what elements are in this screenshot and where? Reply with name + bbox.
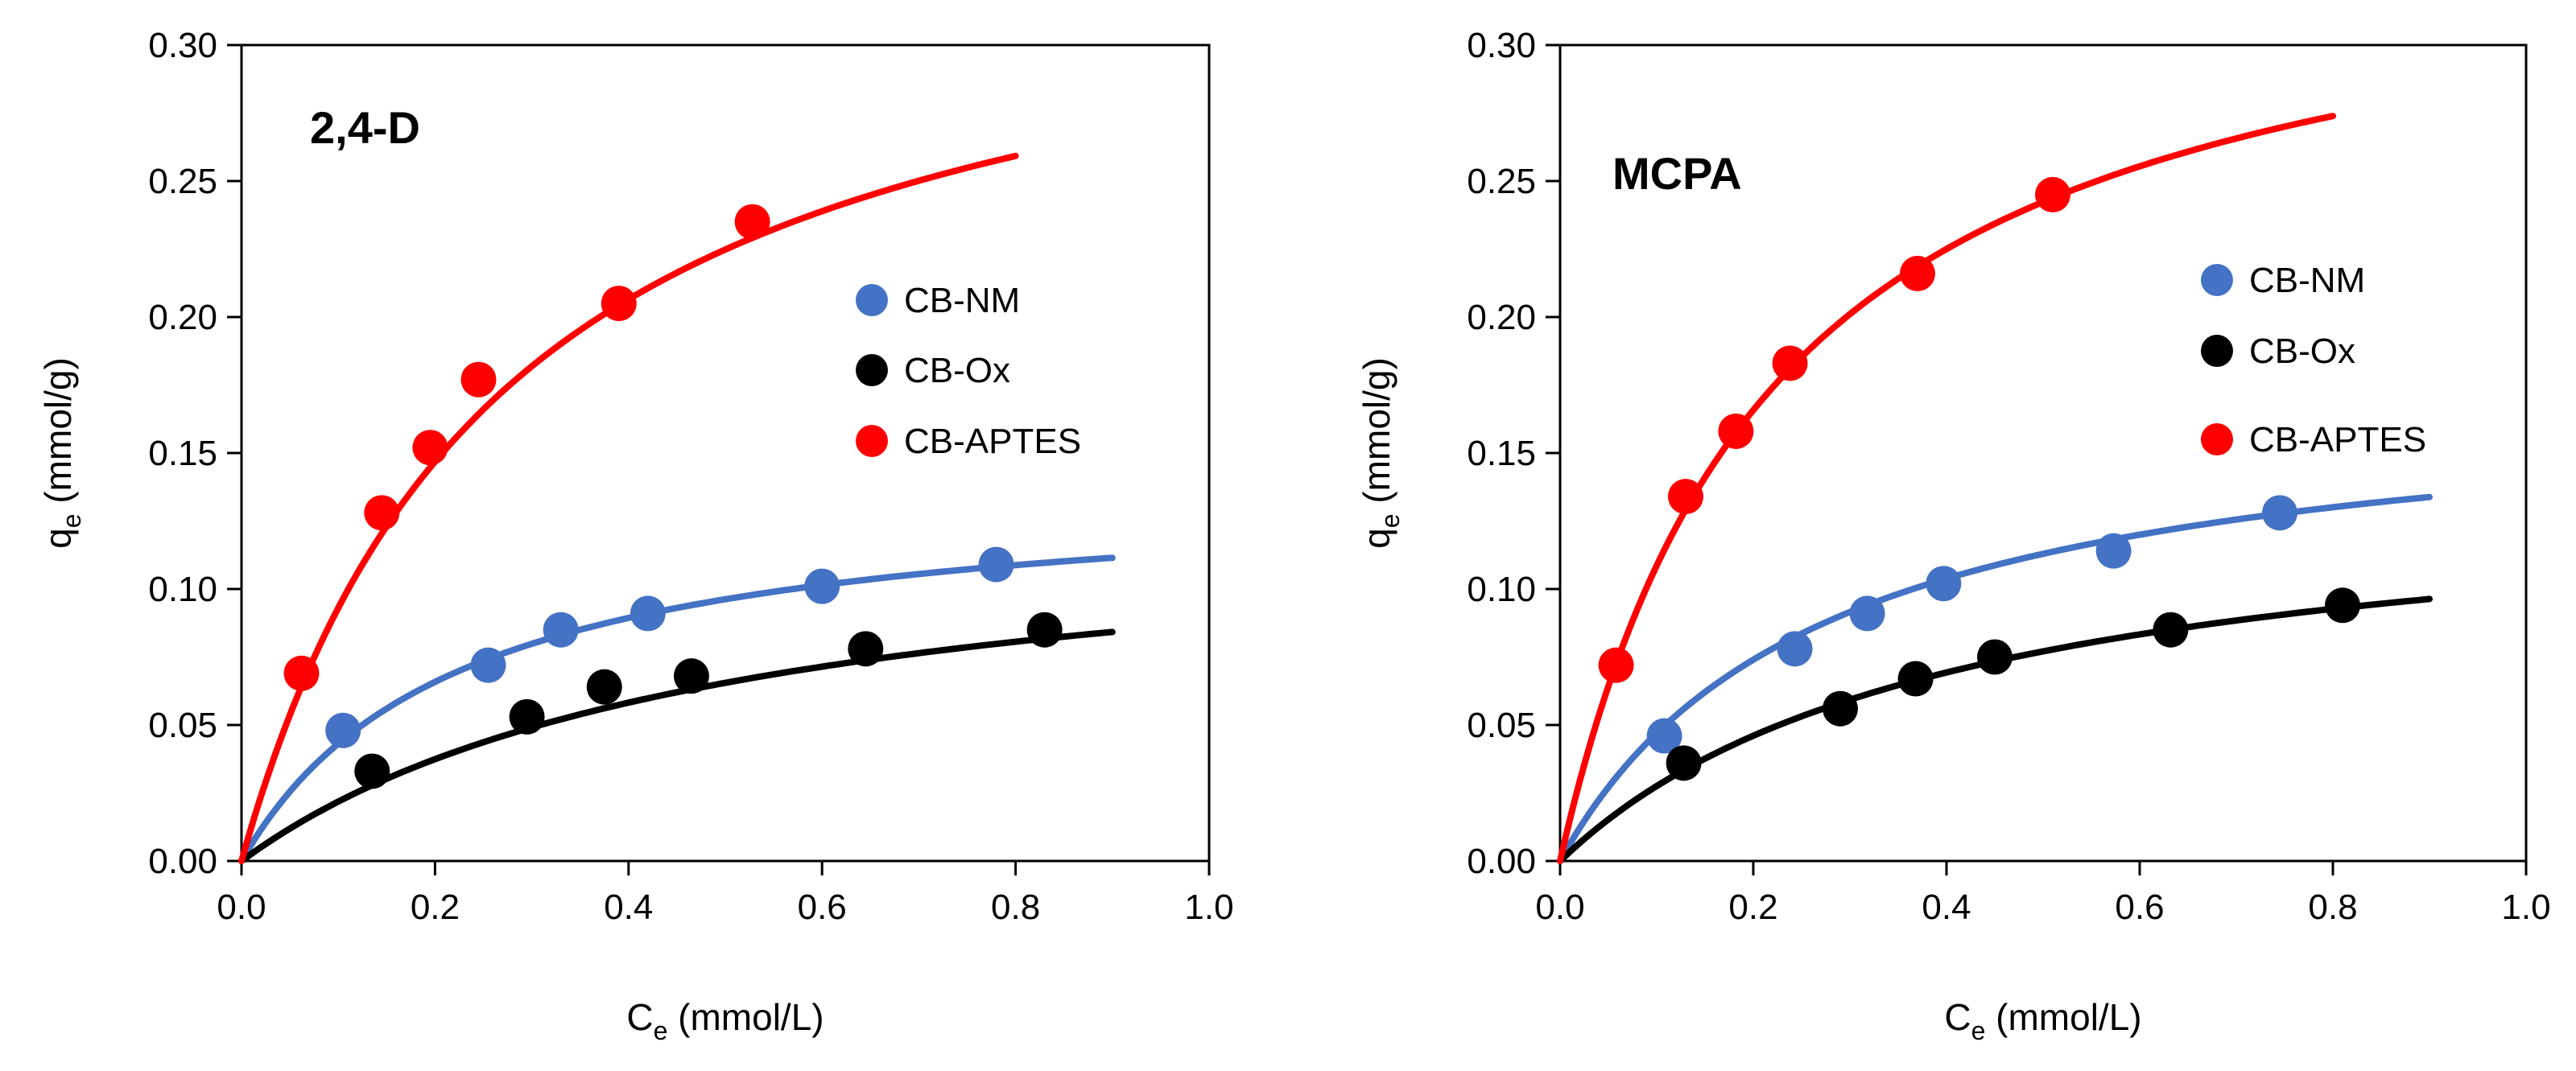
data-point-cb-aptes [1718,413,1754,449]
legend-label-cb-nm: CB-NM [904,281,1020,320]
fit-curve-cb-nm [1557,493,2433,864]
y-tick-label: 0.05 [148,706,217,745]
chart-title: 2,4-D [310,102,420,153]
legend-marker-cb-aptes [856,425,888,457]
data-point-cb-nm [2262,495,2297,531]
data-point-cb-nm [1849,595,1885,632]
data-point-cb-nm [978,546,1014,583]
legend-label-cb-nm: CB-NM [2249,261,2365,300]
data-point-cb-aptes [734,204,770,240]
legend-label-cb-aptes: CB-APTES [904,422,1081,461]
x-tick-label: 1.0 [2501,888,2550,927]
legend-marker-cb-ox [2201,335,2233,367]
y-tick-label: 0.00 [148,842,217,881]
data-point-cb-ox [354,753,390,789]
data-point-cb-nm [1646,718,1682,754]
y-tick-label: 0.15 [148,434,217,473]
x-axis-title: Ce (mmol/L) [626,996,824,1045]
x-tick-label: 0.0 [217,888,266,927]
data-point-cb-aptes [1668,479,1703,515]
y-tick-label: 0.25 [148,162,217,201]
x-tick-label: 0.8 [2308,888,2357,927]
legend-label-cb-aptes: CB-APTES [2249,420,2426,459]
legend-marker-cb-ox [856,354,888,386]
fit-curve-cb-aptes [238,152,1019,864]
x-tick-label: 0.8 [991,888,1040,927]
x-tick-label: 0.4 [604,888,653,927]
data-point-cb-ox [2325,587,2360,624]
y-tick-label: 0.05 [1467,706,1536,745]
data-point-cb-ox [1666,745,1702,781]
y-axis-title: qe (mmol/g) [37,357,86,549]
data-point-cb-aptes [1598,647,1634,683]
y-tick-label: 0.30 [1467,26,1536,65]
data-point-cb-nm [470,647,506,683]
y-axis-title: qe (mmol/g) [1356,357,1405,549]
y-tick-label: 0.10 [148,570,217,609]
data-point-cb-aptes [1772,345,1808,381]
data-point-cb-ox [673,658,709,694]
y-tick-label: 0.20 [148,298,217,337]
data-point-cb-nm [1777,631,1813,667]
data-point-cb-ox [1977,639,2013,675]
data-point-cb-nm [630,595,666,632]
fit-curve-cb-nm [238,554,1116,864]
y-tick-label: 0.00 [1467,842,1536,881]
data-point-cb-ox [848,631,884,667]
x-tick-label: 0.6 [2115,888,2164,927]
data-point-cb-ox [1823,690,1858,727]
fit-curve-cb-ox [1557,595,2433,864]
legend-label-cb-ox: CB-Ox [904,351,1010,390]
x-tick-label: 0.4 [1922,888,1971,927]
legend-marker-cb-nm [2201,264,2233,296]
data-point-cb-aptes [364,495,400,531]
data-point-cb-nm [1926,566,1962,602]
y-tick-label: 0.15 [1467,434,1536,473]
data-point-cb-ox [1026,612,1063,648]
data-point-cb-nm [325,712,361,748]
x-tick-label: 0.2 [1728,888,1777,927]
data-point-cb-aptes [2035,176,2070,212]
chart-panel-1: 0.00 0.05 0.10 0.15 0.20 0.25 0.30 0.0 0.2 0.4 0.6… [37,26,1234,1045]
x-axis-title: Ce (mmol/L) [1944,996,2141,1045]
data-point-cb-ox [1897,661,1934,697]
data-point-cb-aptes [1900,255,1935,291]
legend-marker-cb-nm [856,284,888,316]
data-point-cb-nm [543,612,579,648]
data-point-cb-ox [586,669,622,705]
y-tick-label: 0.25 [1467,162,1536,201]
y-tick-label: 0.10 [1467,570,1536,609]
legend-marker-cb-aptes [2201,423,2233,455]
chart-panel-2: 0.00 0.05 0.10 0.15 0.20 0.25 0.30 0.0 0.2 0.4 0.6… [1356,26,2551,1045]
data-point-cb-aptes [601,286,637,322]
data-point-cb-nm [804,568,840,604]
chart-title: MCPA [1612,148,1742,199]
data-point-cb-nm [2095,533,2132,569]
x-tick-label: 0.2 [411,888,460,927]
data-point-cb-aptes [460,361,497,398]
legend-label-cb-ox: CB-Ox [2249,332,2355,371]
x-tick-label: 1.0 [1184,888,1233,927]
y-tick-label: 0.20 [1467,298,1536,337]
y-tick-label: 0.30 [148,26,217,65]
data-point-cb-ox [2153,612,2189,648]
x-tick-label: 0.0 [1535,888,1584,927]
data-point-cb-aptes [412,430,448,466]
x-tick-label: 0.6 [798,888,847,927]
data-point-cb-aptes [283,655,320,691]
data-point-cb-ox [509,698,545,735]
